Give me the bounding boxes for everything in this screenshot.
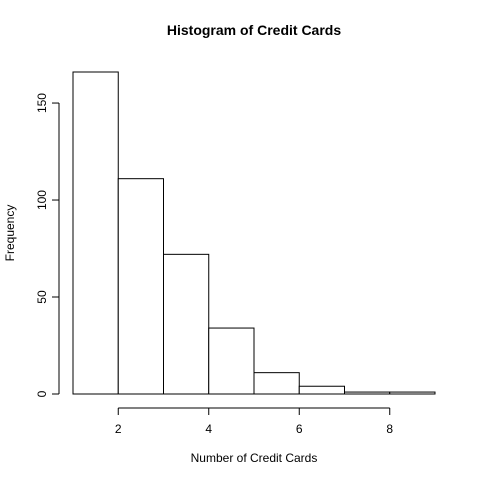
chart-title: Histogram of Credit Cards [167, 22, 341, 38]
x-tick-label: 6 [296, 422, 303, 436]
x-axis: 2 4 6 8 [115, 407, 393, 436]
x-tick-label: 4 [205, 422, 212, 436]
histogram-bar [72, 71, 119, 395]
y-tick-label: 50 [35, 290, 49, 304]
x-tick-label: 8 [386, 422, 393, 436]
bars-group [72, 71, 436, 395]
histogram-bar [253, 372, 300, 395]
y-axis: 0 50 100 150 [35, 93, 60, 397]
histogram-bar [344, 391, 391, 395]
y-tick-label: 100 [35, 190, 49, 210]
x-axis-label: Number of Credit Cards [191, 451, 318, 465]
histogram-bar [208, 327, 255, 395]
histogram-bar [389, 391, 436, 395]
y-tick-label: 0 [35, 390, 49, 397]
y-axis-label: Frequency [3, 205, 17, 262]
y-tick-label: 150 [35, 93, 49, 113]
histogram-bar [117, 178, 164, 395]
histogram-bar [298, 385, 345, 395]
histogram-bar [163, 253, 210, 395]
x-tick-label: 2 [115, 422, 122, 436]
